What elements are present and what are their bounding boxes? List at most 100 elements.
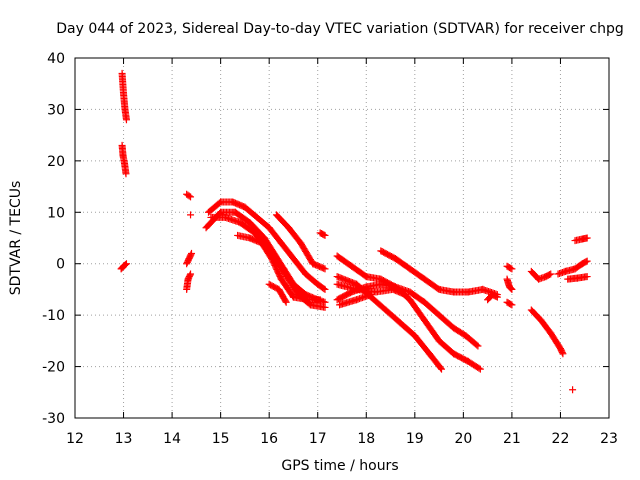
series-s30 [569, 386, 577, 394]
data-point [188, 249, 196, 257]
series-s03 [117, 260, 130, 273]
data-point [476, 365, 484, 373]
series-s17 [333, 280, 482, 350]
x-axis-label: GPS time / hours [281, 458, 398, 474]
plot-frame [74, 57, 610, 419]
data-point [187, 211, 195, 219]
data-point [559, 350, 567, 358]
series-s25 [527, 267, 555, 283]
data-point [508, 301, 516, 309]
data-point [185, 192, 193, 200]
x-tick-label: 22 [552, 431, 570, 447]
series-s02 [118, 141, 130, 178]
data-point [582, 258, 590, 266]
data-point [187, 270, 195, 278]
data-point [475, 364, 483, 372]
grid-lines [75, 58, 609, 418]
series-s18 [333, 280, 409, 299]
y-tick-label: 0 [56, 257, 65, 273]
data-point [122, 116, 130, 124]
series-s14 [316, 229, 329, 239]
x-tick-label: 13 [115, 431, 133, 447]
data-point [508, 285, 516, 293]
data-point [583, 234, 591, 242]
data-point [187, 251, 195, 259]
series-s13 [272, 211, 329, 273]
x-tick-label: 20 [454, 431, 472, 447]
x-tick-label: 21 [503, 431, 521, 447]
series-s12 [265, 280, 290, 306]
series-s23 [503, 275, 516, 293]
data-point [493, 293, 501, 301]
data-point [321, 285, 329, 293]
data-point [569, 386, 577, 394]
series-s26 [527, 306, 567, 358]
data-point [321, 303, 329, 311]
series-s27 [554, 257, 591, 278]
series-s06 [183, 270, 195, 293]
data-point [282, 298, 290, 306]
series-s15 [333, 252, 484, 373]
data-point [507, 264, 515, 272]
x-tick-label: 16 [260, 431, 278, 447]
data-point [558, 348, 566, 356]
data-point [473, 341, 481, 349]
data-point [474, 342, 482, 350]
data-point [321, 231, 329, 239]
y-tick-label: 20 [47, 154, 65, 170]
series-s11 [234, 231, 324, 304]
series-s05 [187, 211, 195, 219]
series-s29 [571, 234, 591, 245]
series-s04 [183, 190, 195, 201]
x-tick-label: 14 [163, 431, 181, 447]
data-point [320, 285, 328, 293]
y-tick-label: 40 [47, 51, 65, 67]
data-point [321, 265, 329, 273]
y-tick-label: -10 [42, 308, 65, 324]
x-tick-label: 15 [212, 431, 230, 447]
data-point [281, 297, 289, 305]
data-point [122, 170, 130, 178]
data-point [492, 293, 500, 300]
x-tick-label: 23 [600, 431, 618, 447]
data-point [320, 231, 328, 239]
data-point [583, 257, 591, 265]
series-s19 [336, 291, 375, 309]
data-point [316, 296, 324, 304]
x-tick-label: 17 [309, 431, 327, 447]
data-point [508, 265, 516, 273]
series-s22 [503, 262, 516, 273]
series-s07 [183, 249, 196, 268]
series-s28 [564, 273, 591, 283]
data-point [507, 285, 515, 293]
data-points [117, 69, 591, 394]
series-s08 [205, 198, 329, 293]
x-tick-labels: 12 13 14 15 16 17 18 19 20 21 22 23 [66, 431, 618, 447]
axis-ticks [74, 57, 610, 419]
data-point [547, 270, 555, 278]
x-tick-label: 18 [357, 431, 375, 447]
data-point [122, 260, 130, 268]
y-tick-label: -30 [42, 411, 65, 427]
y-tick-labels: 40 30 20 10 0 -10 -20 -30 [42, 51, 65, 427]
series-s21 [484, 291, 501, 304]
chart-title: Day 044 of 2023, Sidereal Day-to-day VTE… [56, 21, 624, 37]
y-tick-label: 10 [47, 205, 65, 221]
y-axis-label: SDTVAR / TECUs [8, 181, 24, 296]
y-tick-label: -20 [42, 360, 65, 376]
series-s01 [118, 69, 130, 124]
data-point [367, 291, 375, 299]
data-point [401, 291, 409, 299]
x-tick-label: 19 [406, 431, 424, 447]
x-tick-label: 12 [66, 431, 84, 447]
data-point [186, 271, 194, 279]
data-point [438, 365, 446, 373]
data-point [121, 261, 129, 269]
data-point [506, 284, 514, 292]
y-tick-label: 30 [47, 102, 65, 118]
data-point [583, 273, 591, 281]
data-point [546, 271, 554, 279]
series-s16 [333, 273, 446, 373]
data-point [437, 364, 445, 372]
